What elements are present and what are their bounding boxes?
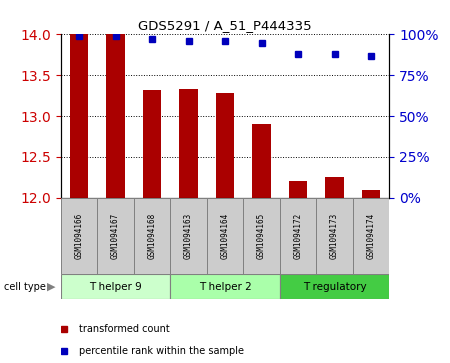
Text: percentile rank within the sample: percentile rank within the sample — [79, 346, 244, 356]
Text: GSM1094165: GSM1094165 — [257, 213, 266, 259]
Bar — [216, 93, 234, 198]
Text: T helper 2: T helper 2 — [198, 282, 252, 292]
Text: GSM1094163: GSM1094163 — [184, 213, 193, 259]
Bar — [280, 198, 316, 274]
Bar — [207, 198, 243, 274]
Bar — [252, 124, 270, 198]
Bar — [362, 190, 380, 198]
Text: cell type: cell type — [4, 282, 46, 292]
Bar — [289, 181, 307, 198]
Text: GSM1094166: GSM1094166 — [75, 213, 84, 259]
Bar — [70, 34, 88, 198]
Bar — [316, 198, 353, 274]
Bar — [61, 274, 170, 299]
Text: GSM1094164: GSM1094164 — [220, 213, 230, 259]
Bar — [243, 198, 280, 274]
Text: T regulatory: T regulatory — [303, 282, 366, 292]
Bar — [106, 34, 125, 198]
Bar — [170, 274, 280, 299]
Bar — [143, 90, 161, 198]
Text: T helper 9: T helper 9 — [89, 282, 142, 292]
Bar — [280, 274, 389, 299]
Text: GSM1094173: GSM1094173 — [330, 213, 339, 259]
Text: GSM1094172: GSM1094172 — [293, 213, 302, 259]
Bar — [353, 198, 389, 274]
Bar — [134, 198, 170, 274]
Bar — [180, 89, 198, 198]
Bar — [97, 198, 134, 274]
Text: GSM1094168: GSM1094168 — [148, 213, 157, 259]
Bar — [170, 198, 207, 274]
Text: GSM1094174: GSM1094174 — [366, 213, 375, 259]
Bar — [325, 178, 344, 198]
Text: GSM1094167: GSM1094167 — [111, 213, 120, 259]
Text: transformed count: transformed count — [79, 324, 170, 334]
Bar — [61, 198, 97, 274]
Title: GDS5291 / A_51_P444335: GDS5291 / A_51_P444335 — [138, 19, 312, 32]
Text: ▶: ▶ — [47, 282, 56, 292]
